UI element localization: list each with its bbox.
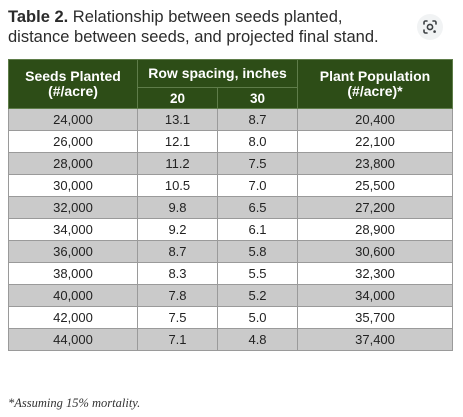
table-row: 32,000 9.8 6.5 27,200 [8,196,454,219]
seeding-table: Seeds Planted (#/acre) Row spacing, inch… [8,59,454,351]
col-header-seeds-planted-unit: (#/acre) [48,83,98,99]
plant-population-cell: 30,600 [297,240,454,263]
seeds-planted-cell: 38,000 [8,262,138,285]
table-row: 26,000 12.1 8.0 22,100 [8,130,454,153]
spacing-20-cell: 9.2 [137,218,218,241]
spacing-20-cell: 7.1 [137,328,218,351]
seeds-planted-cell: 44,000 [8,328,138,351]
spacing-30-cell: 8.0 [216,130,299,153]
spacing-20-cell: 7.5 [137,306,218,329]
spacing-20-cell: 9.8 [137,196,218,219]
spacing-20-cell: 7.8 [137,284,218,307]
table-row: 30,000 10.5 7.0 25,500 [8,174,454,197]
seeds-planted-cell: 36,000 [8,240,138,263]
plant-population-cell: 25,500 [297,174,454,197]
plant-population-cell: 27,200 [297,196,454,219]
col-header-plant-population-title: Plant Population [319,68,431,84]
spacing-30-cell: 5.8 [216,240,299,263]
seeds-planted-cell: 26,000 [8,130,138,153]
seeds-planted-cell: 40,000 [8,284,138,307]
seeds-planted-cell: 30,000 [8,174,138,197]
table-caption-text: Relationship between seeds planted, dist… [8,8,379,46]
seeds-planted-cell: 32,000 [8,196,138,219]
table-row: 36,000 8.7 5.8 30,600 [8,240,454,263]
table-row: 40,000 7.8 5.2 34,000 [8,284,454,307]
table-footnote: *Assuming 15% mortality. [8,396,141,410]
plant-population-cell: 37,400 [297,328,454,351]
col-header-seeds-planted-title: Seeds Planted [25,68,121,84]
plant-population-cell: 32,300 [297,262,454,285]
spacing-20-cell: 12.1 [137,130,218,153]
col-header-plant-population-unit: (#/acre)* [347,83,403,99]
table-caption-label: Table 2. [8,8,69,26]
seeds-planted-cell: 28,000 [8,152,138,175]
spacing-30-cell: 5.2 [216,284,299,307]
col-header-plant-population: Plant Population (#/acre)* [297,59,454,109]
plant-population-cell: 28,900 [297,218,454,241]
plant-population-cell: 35,700 [297,306,454,329]
table-row: 42,000 7.5 5.0 35,700 [8,306,454,329]
spacing-30-cell: 6.5 [216,196,299,219]
plant-population-cell: 34,000 [297,284,454,307]
col-header-spacing-30: 30 [216,87,299,109]
seeds-planted-cell: 34,000 [8,218,138,241]
spacing-20-cell: 13.1 [137,108,218,131]
spacing-30-cell: 5.0 [216,306,299,329]
seeds-planted-cell: 42,000 [8,306,138,329]
google-lens-icon[interactable] [417,14,443,40]
plant-population-cell: 23,800 [297,152,454,175]
col-header-spacing-20: 20 [137,87,218,109]
table-row: 38,000 8.3 5.5 32,300 [8,262,454,285]
spacing-30-cell: 8.7 [216,108,299,131]
table-caption: Table 2. Relationship between seeds plan… [8,7,408,47]
spacing-30-cell: 5.5 [216,262,299,285]
spacing-30-cell: 6.1 [216,218,299,241]
table-row: 28,000 11.2 7.5 23,800 [8,152,454,175]
spacing-20-cell: 8.7 [137,240,218,263]
table-row: 44,000 7.1 4.8 37,400 [8,328,454,351]
table-row: 24,000 13.1 8.7 20,400 [8,108,454,131]
spacing-20-cell: 11.2 [137,152,218,175]
col-header-row-spacing: Row spacing, inches [136,59,299,88]
spacing-30-cell: 7.0 [216,174,299,197]
google-lens-glyph [423,20,437,34]
spacing-20-cell: 10.5 [137,174,218,197]
spacing-30-cell: 4.8 [216,328,299,351]
spacing-20-cell: 8.3 [137,262,218,285]
seeds-planted-cell: 24,000 [8,108,138,131]
col-header-seeds-planted: Seeds Planted (#/acre) [8,59,138,109]
plant-population-cell: 22,100 [297,130,454,153]
spacing-30-cell: 7.5 [216,152,299,175]
plant-population-cell: 20,400 [297,108,454,131]
table-row: 34,000 9.2 6.1 28,900 [8,218,454,241]
